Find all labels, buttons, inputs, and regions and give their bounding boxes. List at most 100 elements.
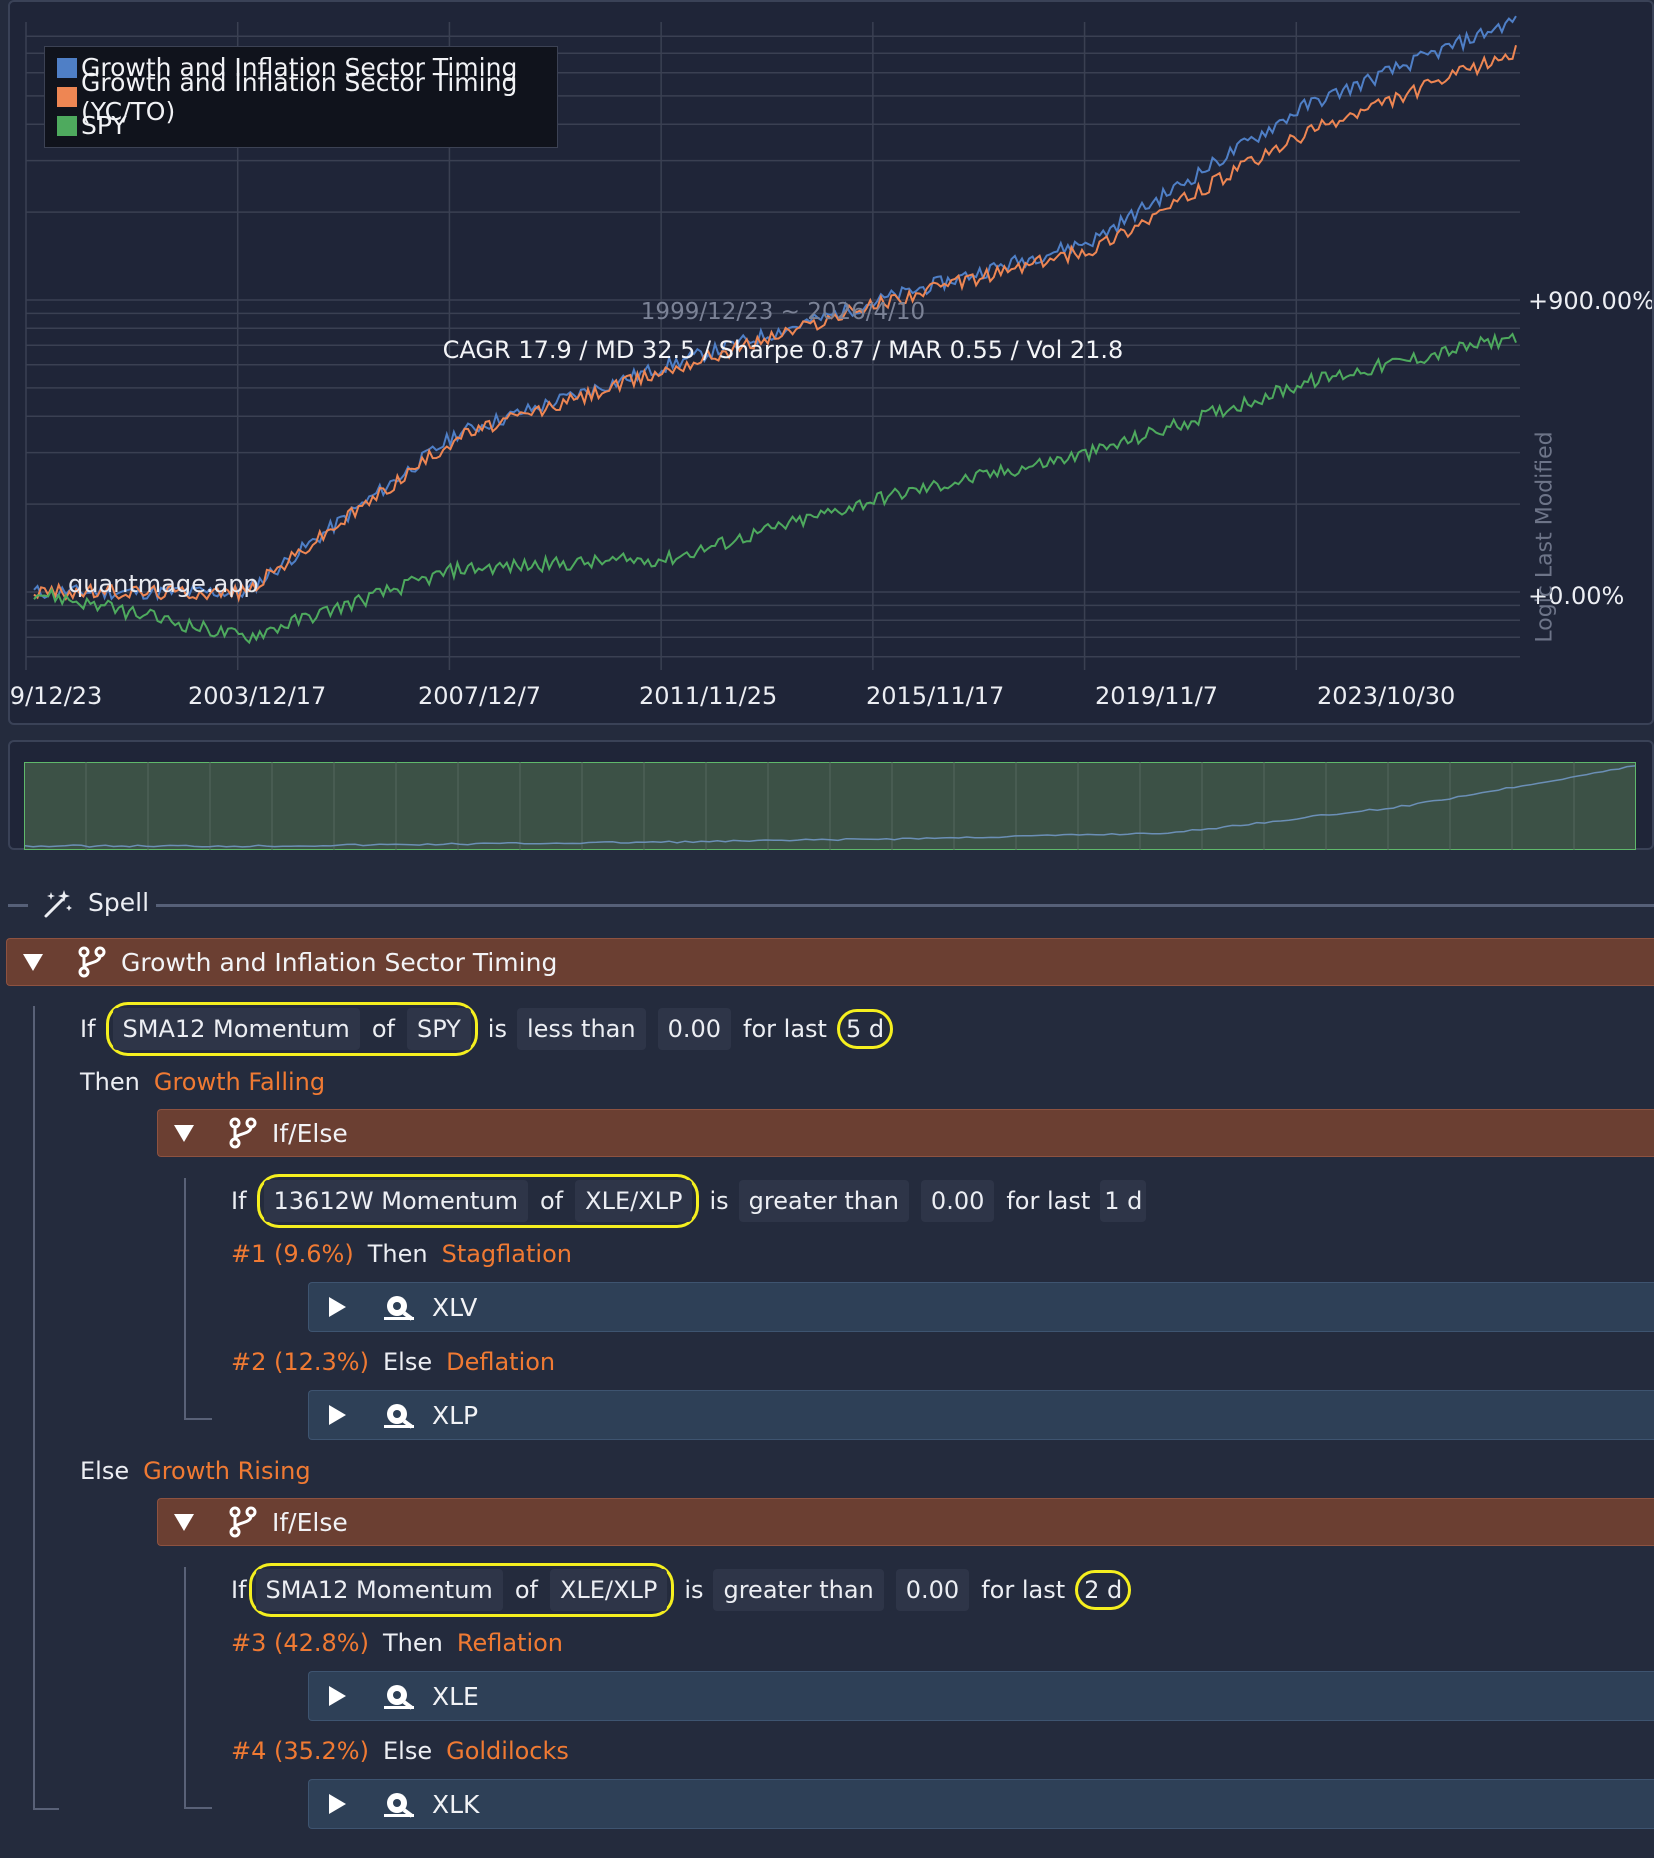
collapse-icon[interactable] [23, 953, 43, 971]
if-keyword: If [80, 1015, 96, 1043]
threshold-input[interactable]: 0.00 [895, 1569, 970, 1611]
asset-leaf-xlp[interactable]: XLP [308, 1390, 1654, 1440]
series-line-1[interactable] [33, 44, 1517, 603]
branch-name[interactable]: Goldilocks [446, 1737, 569, 1765]
legend-swatch-strategy-yc-to [57, 86, 77, 107]
series-line-2[interactable] [33, 332, 1517, 645]
period-input[interactable]: 1 d [1100, 1180, 1147, 1222]
condition-root: If SMA12 Momentum of SPY is less than 0.… [80, 1002, 903, 1056]
expand-icon[interactable] [329, 1686, 346, 1706]
chart-legend: Growth and Inflation Sector Timing Growt… [44, 46, 558, 148]
indicator-select[interactable]: SMA12 Momentum [112, 1008, 360, 1050]
group-title[interactable]: If/Else [272, 1507, 348, 1537]
expand-icon[interactable] [329, 1297, 346, 1317]
indicator-select[interactable]: SMA12 Momentum [255, 1569, 503, 1611]
branch-number: #4 (35.2%) [231, 1737, 369, 1765]
spell-title: Spell [88, 888, 150, 917]
highlight-circle: SMA12 Momentum of XLE/XLP [248, 1563, 675, 1617]
branch-name[interactable]: Stagflation [441, 1240, 572, 1268]
ticker-label: XLE [432, 1681, 479, 1711]
branch-name[interactable]: Growth Falling [153, 1068, 326, 1096]
if-keyword: If [231, 1576, 247, 1604]
y-tick-label: +0.00% [1528, 582, 1625, 610]
branch-icon [78, 946, 106, 978]
asset-leaf-xlk[interactable]: XLK [308, 1779, 1654, 1829]
else-keyword: Else [382, 1348, 433, 1376]
highlight-circle: 5 d [836, 1009, 894, 1049]
asset-leaf-xle[interactable]: XLE [308, 1671, 1654, 1721]
ticker-search-icon [384, 1296, 414, 1321]
x-tick-label: 2011/11/25 [639, 682, 778, 710]
for-last-keyword: for last [981, 1576, 1066, 1604]
watermark: quantmage.app [68, 570, 259, 598]
x-tick-label: 2003/12/17 [188, 682, 327, 710]
branch-2: #2 (12.3%) Else Deflation [231, 1342, 555, 1382]
condition-inner2: If SMA12 Momentum of XLE/XLP is greater … [231, 1563, 1141, 1617]
legend-item-strategy-yc-to[interactable]: Growth and Inflation Sector Timing (YC/T… [57, 68, 545, 126]
branch-icon [229, 1506, 257, 1538]
else-keyword: Else [80, 1457, 130, 1485]
logic-last-modified-label: Logic Last Modified [1532, 431, 1558, 643]
logic-last-modified-marker: Logic Last Modified [1525, 412, 1565, 662]
ticker-input[interactable]: XLE/XLP [549, 1569, 668, 1611]
ticker-label: XLK [432, 1789, 480, 1819]
comparator-select[interactable]: greater than [713, 1569, 884, 1611]
performance-chart[interactable]: Growth and Inflation Sector Timing Growt… [8, 0, 1654, 725]
x-tick-label: 1999/12/23 [9, 682, 103, 710]
ticker-input[interactable]: XLE/XLP [575, 1180, 693, 1222]
threshold-input[interactable]: 0.00 [657, 1008, 732, 1050]
is-keyword: is [487, 1015, 507, 1043]
collapse-icon[interactable] [174, 1513, 194, 1531]
branch-number: #1 (9.6%) [231, 1240, 354, 1268]
group-if-else[interactable]: If/Else [157, 1498, 1654, 1546]
comparator-select[interactable]: less than [516, 1008, 646, 1050]
else-branch: Else Growth Rising [80, 1451, 311, 1491]
legend-item-spy[interactable]: SPY [57, 111, 545, 140]
performance-stats: CAGR 17.9 / MD 32.5 / Sharpe 0.87 / MAR … [442, 336, 1124, 364]
range-navigator[interactable] [8, 740, 1654, 850]
group-if-else[interactable]: If/Else [157, 1109, 1654, 1157]
is-keyword: is [684, 1576, 704, 1604]
legend-item-strategy[interactable]: Growth and Inflation Sector Timing [57, 53, 545, 82]
else-keyword: Else [382, 1737, 433, 1765]
legend-swatch-strategy [57, 57, 77, 78]
condition-inner1: If 13612W Momentum of XLE/XLP is greater… [231, 1174, 1158, 1228]
collapse-icon[interactable] [174, 1124, 194, 1142]
branch-4: #4 (35.2%) Else Goldilocks [231, 1731, 569, 1771]
indicator-select[interactable]: 13612W Momentum [263, 1180, 528, 1222]
comparator-select[interactable]: greater than [738, 1180, 909, 1222]
expand-icon[interactable] [329, 1794, 346, 1814]
is-keyword: is [709, 1187, 729, 1215]
for-last-keyword: for last [743, 1015, 827, 1043]
of-keyword: of [514, 1576, 538, 1604]
highlight-circle: 13612W Momentum of XLE/XLP [256, 1174, 700, 1228]
ticker-search-icon [384, 1404, 414, 1429]
asset-leaf-xlv[interactable]: XLV [308, 1282, 1654, 1332]
ticker-label: XLP [432, 1400, 479, 1430]
of-keyword: of [371, 1015, 395, 1043]
divider [8, 904, 28, 907]
y-tick-label: +900.00% [1528, 287, 1654, 315]
period-input[interactable]: 5 d [845, 1015, 885, 1043]
branch-name[interactable]: Reflation [456, 1629, 564, 1657]
date-range-label: 1999/12/23 ~ 2026/4/10 [640, 299, 926, 325]
period-input[interactable]: 2 d [1084, 1576, 1123, 1604]
branch-3: #3 (42.8%) Then Reflation [231, 1623, 563, 1663]
branch-icon [229, 1117, 257, 1149]
ticker-search-icon [384, 1793, 414, 1818]
then-keyword: Then [367, 1240, 428, 1268]
threshold-input[interactable]: 0.00 [920, 1180, 995, 1222]
navigator-canvas[interactable] [24, 762, 1636, 850]
tree-guide [184, 1567, 212, 1809]
group-title[interactable]: If/Else [272, 1118, 348, 1148]
group-title[interactable]: Growth and Inflation Sector Timing [121, 947, 558, 977]
branch-name[interactable]: Deflation [446, 1348, 556, 1376]
group-root[interactable]: Growth and Inflation Sector Timing [6, 938, 1654, 986]
ticker-input[interactable]: SPY [406, 1008, 471, 1050]
ticker-label: XLV [432, 1292, 478, 1322]
legend-label: Growth and Inflation Sector Timing (YC/T… [81, 67, 518, 126]
branch-name[interactable]: Growth Rising [143, 1457, 311, 1485]
expand-icon[interactable] [329, 1405, 346, 1425]
then-keyword: Then [80, 1068, 140, 1096]
then-keyword: Then [382, 1629, 443, 1657]
